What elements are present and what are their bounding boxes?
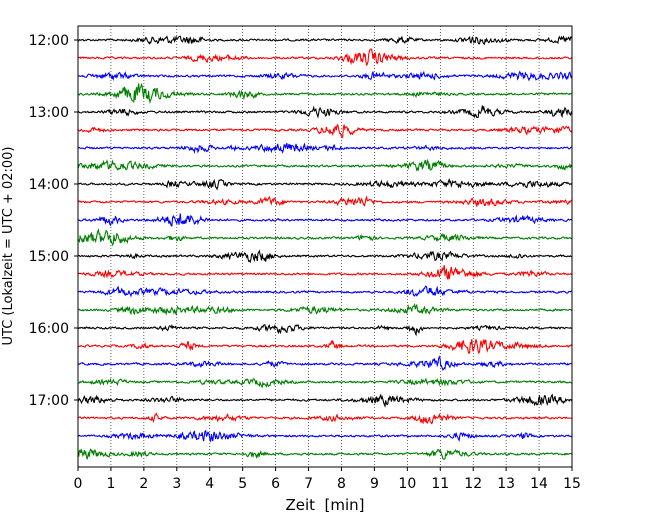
plot-border	[77, 25, 573, 468]
trace-line	[77, 70, 573, 82]
trace-line	[77, 285, 573, 298]
x-tick-label: 3	[172, 476, 181, 492]
x-tick-label: 8	[337, 476, 346, 492]
x-tick-label: 10	[398, 476, 416, 492]
x-tick-label: 11	[431, 476, 449, 492]
trace-line	[77, 377, 572, 389]
trace-line	[77, 213, 573, 227]
trace-line	[77, 338, 573, 355]
x-tick-label: 7	[304, 476, 313, 492]
x-tick-label: 2	[139, 476, 148, 492]
x-tick-label: 6	[271, 476, 280, 492]
x-axis-label: Zeit [min]	[285, 496, 364, 514]
x-tick-label: 15	[563, 476, 581, 492]
x-tick-label: 14	[530, 476, 548, 492]
traces-group	[77, 35, 573, 461]
plot-area	[78, 26, 572, 467]
y-tick-label: 13:00	[29, 105, 69, 121]
trace-line	[77, 265, 573, 281]
x-tick-label: 13	[497, 476, 515, 492]
trace-line	[77, 355, 573, 371]
trace-line	[78, 178, 573, 191]
trace-line	[77, 35, 573, 45]
x-axis: 0 1 2 3 4 5 6 7 8 9 10 11 12 13 14 15	[74, 467, 581, 492]
x-tick-label: 4	[205, 476, 214, 492]
y-axis: 12:00 13:00 14:00 15:00 16:00 17:00	[29, 33, 78, 409]
trace-line	[77, 123, 573, 139]
trace-line	[77, 48, 573, 67]
trace-line	[77, 82, 573, 105]
x-tick-label: 5	[238, 476, 247, 492]
x-tick-label: 9	[370, 476, 379, 492]
trace-line	[77, 429, 573, 443]
y-tick-label: 17:00	[29, 393, 69, 409]
trace-line	[77, 249, 573, 264]
trace-line	[77, 195, 573, 208]
x-tick-label: 0	[74, 476, 83, 492]
trace-line	[77, 105, 573, 119]
y-axis-label: UTC (Lokalzeit = UTC + 02:00)	[1, 147, 16, 346]
y-tick-label: 15:00	[29, 249, 69, 265]
trace-line	[77, 448, 573, 461]
y-tick-label: 16:00	[29, 321, 69, 337]
x-tick-label: 1	[106, 476, 115, 492]
trace-line	[77, 323, 573, 337]
trace-line	[77, 412, 573, 425]
x-tick-label: 12	[464, 476, 482, 492]
trace-line	[77, 303, 573, 316]
trace-line	[77, 158, 573, 172]
y-tick-label: 12:00	[29, 33, 69, 49]
trace-line	[77, 228, 573, 247]
y-tick-label: 14:00	[29, 177, 69, 193]
trace-line	[77, 142, 573, 154]
trace-line	[77, 393, 573, 409]
